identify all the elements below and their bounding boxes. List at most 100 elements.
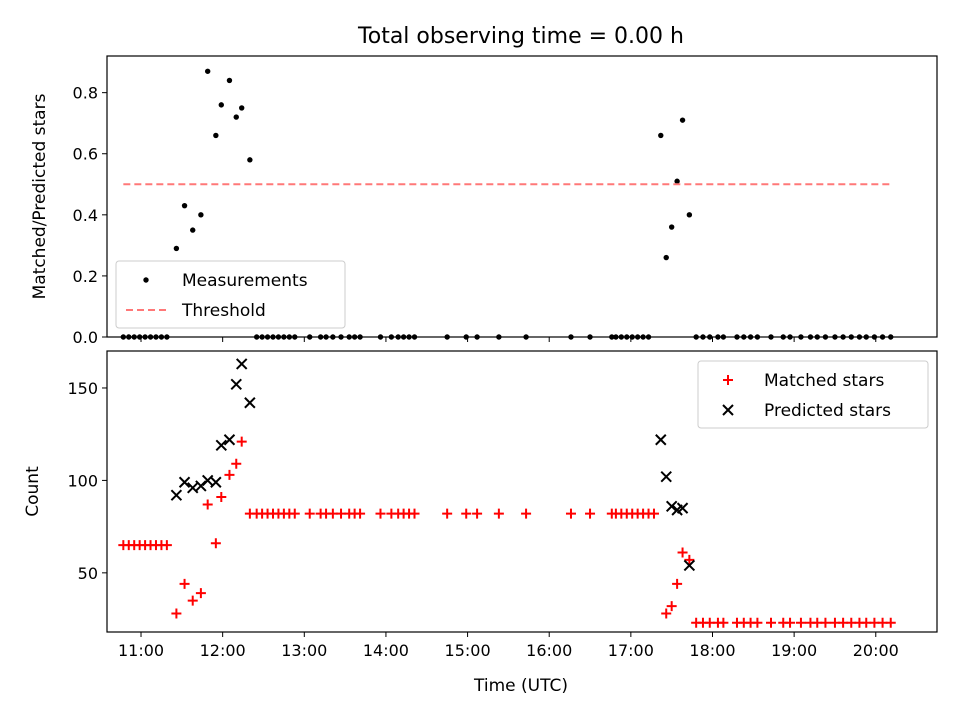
matched-stars-point xyxy=(785,617,796,628)
measurements-point xyxy=(474,334,480,340)
top-y-axis-label: Matched/Predicted stars xyxy=(30,93,50,299)
predicted-stars-point xyxy=(683,559,696,572)
bottom-axes-frame xyxy=(106,350,938,633)
matched-stars-point xyxy=(442,508,453,519)
measurements-point xyxy=(747,334,754,340)
predicted-stars-point xyxy=(223,434,236,446)
top-legend-box xyxy=(115,260,346,329)
matched-stars-point xyxy=(672,578,683,589)
matched-stars-point xyxy=(224,469,235,480)
measurements-point xyxy=(142,334,148,340)
measurements-point xyxy=(400,334,407,340)
matched-stars-point xyxy=(820,617,831,628)
measurements-point xyxy=(822,334,829,340)
measurements-point xyxy=(871,334,878,340)
matched-stars-point xyxy=(795,617,806,628)
predicted-stars-point xyxy=(215,439,228,451)
matched-stars-legend-label: Matched stars xyxy=(764,371,884,391)
x-tick-label: 13:00 xyxy=(281,641,327,660)
measurements-point xyxy=(323,334,329,340)
predicted-stars-point xyxy=(210,476,222,488)
measurements-point xyxy=(198,212,204,218)
predicted-stars-legend-label: Predicted stars xyxy=(764,401,891,421)
measurements-legend-marker xyxy=(143,277,149,283)
matched-stars-point xyxy=(236,436,247,447)
x-tick-label: 17:00 xyxy=(608,641,654,660)
measurements-point xyxy=(679,117,686,123)
measurements-point xyxy=(136,334,143,340)
measurements-point xyxy=(120,334,127,340)
measurements-point xyxy=(832,334,838,340)
measurements-point xyxy=(693,334,699,340)
measurements-point xyxy=(640,334,646,340)
bottom-legend-box xyxy=(697,360,929,429)
measurements-point xyxy=(444,334,450,340)
predicted-stars-point xyxy=(660,471,672,483)
top-y-tick-label: 0.0 xyxy=(73,328,98,347)
measurements-point xyxy=(848,334,854,340)
bottom-y-axis-label: Count xyxy=(23,466,43,517)
matched-stars-point xyxy=(666,601,677,612)
measurements-point xyxy=(213,132,219,139)
measurements-point xyxy=(720,334,727,340)
measurements-point xyxy=(814,334,820,340)
measurements-point xyxy=(613,334,619,340)
matched-stars-point xyxy=(752,617,763,628)
measurements-point xyxy=(707,334,713,340)
measurements-point xyxy=(780,334,786,340)
chart-title: Total observing time = 0.00 h xyxy=(357,24,684,49)
x-tick-label: 15:00 xyxy=(445,641,491,660)
measurements-point xyxy=(496,334,502,340)
measurements-point xyxy=(253,334,260,340)
matched-stars-point xyxy=(684,554,695,565)
measurements-point xyxy=(888,334,894,340)
matched-stars-point xyxy=(161,540,172,551)
bottom-y-tick-label: 50 xyxy=(78,564,98,583)
measurements-point xyxy=(281,334,287,340)
matched-stars-point xyxy=(585,508,596,519)
measurements-point xyxy=(715,334,721,340)
measurements-point xyxy=(351,334,358,340)
measurements-point xyxy=(840,334,846,340)
matched-stars-point xyxy=(231,458,242,469)
matched-stars-point xyxy=(195,588,206,599)
matched-stars-point xyxy=(885,617,896,628)
measurements-point xyxy=(609,334,615,340)
matched-stars-point xyxy=(355,508,366,519)
matched-stars-point xyxy=(472,508,483,519)
measurements-point xyxy=(247,157,253,163)
x-tick-label: 12:00 xyxy=(200,641,246,660)
measurements-point xyxy=(153,334,159,340)
measurements-point xyxy=(754,334,761,340)
measurements-point xyxy=(131,334,137,340)
measurements-legend-label: Measurements xyxy=(182,271,308,291)
measurements-point xyxy=(768,334,774,340)
predicted-stars-point xyxy=(665,500,678,512)
measurements-point xyxy=(741,334,747,340)
matched-stars-point xyxy=(661,608,672,619)
measurements-point xyxy=(147,334,154,340)
matched-stars-point xyxy=(304,508,315,519)
measurements-point xyxy=(587,334,593,340)
measurements-point xyxy=(346,334,352,340)
measurements-point xyxy=(158,334,165,340)
top-y-tick-label: 0.6 xyxy=(73,145,98,164)
measurements-point xyxy=(856,334,863,340)
measurements-point xyxy=(568,334,574,340)
predicted-stars-point xyxy=(178,476,191,488)
measurements-point xyxy=(700,334,706,340)
x-tick-label: 14:00 xyxy=(363,641,409,660)
top-legend: Measurements Threshold xyxy=(115,260,346,329)
matched-stars-point xyxy=(210,538,221,549)
measurements-point xyxy=(259,334,265,340)
matched-stars-point xyxy=(677,547,688,558)
measurements-point xyxy=(388,334,395,340)
measurements-point xyxy=(629,334,635,340)
measurements-point xyxy=(395,334,401,340)
matched-stars-point xyxy=(718,617,729,628)
measurements-point xyxy=(181,202,188,209)
matched-stars-point xyxy=(521,508,532,519)
matched-stars-point xyxy=(202,499,213,510)
